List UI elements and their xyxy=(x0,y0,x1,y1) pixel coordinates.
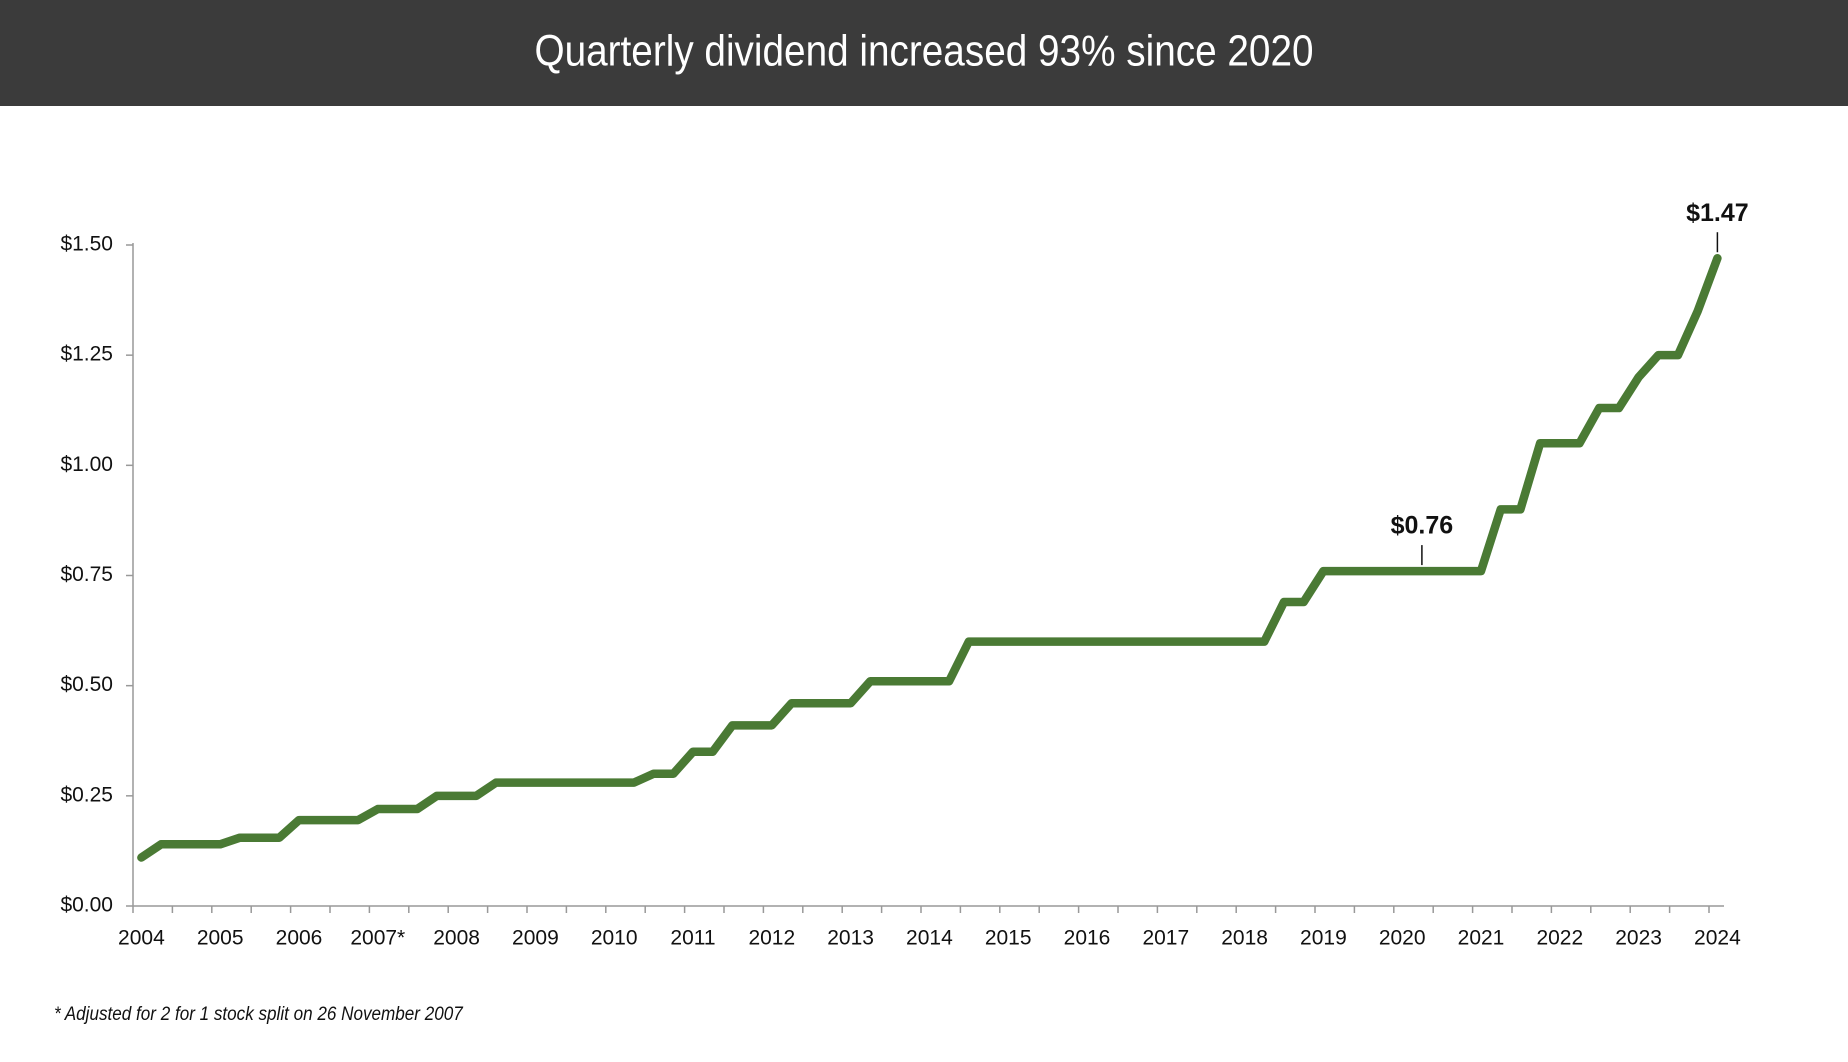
x-tick-label: 2016 xyxy=(1064,927,1111,950)
x-tick-label: 2020 xyxy=(1379,927,1426,950)
data-line xyxy=(137,253,1722,862)
x-tick-label: 2014 xyxy=(906,927,953,950)
value-label: $0.76 xyxy=(1391,512,1454,540)
x-tick-label: 2007* xyxy=(350,927,405,950)
y-tick-label: $0.25 xyxy=(60,783,113,806)
x-tick-label: 2004 xyxy=(118,927,165,950)
y-tick-label: $1.50 xyxy=(60,233,113,256)
x-tick-label: 2009 xyxy=(512,927,559,950)
y-tick-label: $0.75 xyxy=(60,563,113,586)
x-tick-label: 2023 xyxy=(1615,927,1662,950)
x-tick-label: 2010 xyxy=(591,927,638,950)
x-tick-label: 2019 xyxy=(1300,927,1347,950)
x-tick-label: 2006 xyxy=(276,927,323,950)
x-tick-label: 2017 xyxy=(1142,927,1189,950)
y-tick-label: $1.25 xyxy=(60,343,113,366)
y-tick-label: $0.50 xyxy=(60,673,113,696)
y-tick-label: $0.00 xyxy=(60,894,113,917)
x-tick-label: 2005 xyxy=(197,927,244,950)
header-bar xyxy=(0,0,1848,106)
x-tick-label: 2022 xyxy=(1536,927,1583,950)
x-tick-label: 2015 xyxy=(985,927,1032,950)
footnote: * Adjusted for 2 for 1 stock split on 26… xyxy=(54,1003,464,1024)
y-tick-label: $1.00 xyxy=(60,453,113,476)
x-tick-label: 2024 xyxy=(1694,927,1741,950)
value-label: $1.47 xyxy=(1686,199,1749,227)
x-tick-label: 2011 xyxy=(670,927,715,950)
x-tick-label: 2008 xyxy=(433,927,480,950)
x-tick-label: 2013 xyxy=(827,927,874,950)
x-tick-label: 2021 xyxy=(1458,927,1505,950)
chart-title: Quarterly dividend increased 93% since 2… xyxy=(534,25,1313,75)
x-tick-label: 2012 xyxy=(748,927,795,950)
x-tick-label: 2018 xyxy=(1221,927,1268,950)
